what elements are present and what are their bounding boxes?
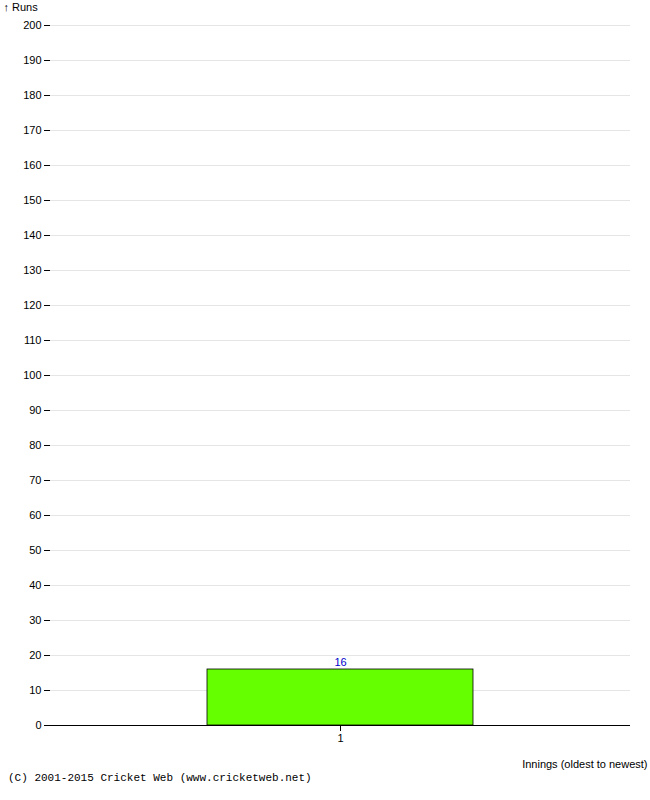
svg-text:16: 16	[334, 656, 346, 668]
html-text:(C) 2001-2015 Cricket Web (www: (C) 2001-2015 Cricket Web (www.cricketwe…	[8, 772, 312, 784]
svg-text:60: 60	[29, 509, 41, 521]
svg-text:20: 20	[29, 649, 41, 661]
svg-text:130: 130	[23, 264, 41, 276]
svg-text:40: 40	[29, 579, 41, 591]
svg-text:↑ Runs: ↑ Runs	[4, 1, 39, 13]
svg-text:90: 90	[29, 404, 41, 416]
svg-text:80: 80	[29, 439, 41, 451]
svg-text:10: 10	[29, 684, 41, 696]
svg-text:0: 0	[35, 719, 41, 731]
svg-text:30: 30	[29, 614, 41, 626]
svg-text:200: 200	[23, 19, 41, 31]
svg-text:150: 150	[23, 194, 41, 206]
svg-text:120: 120	[23, 299, 41, 311]
svg-text:140: 140	[23, 229, 41, 241]
svg-text:160: 160	[23, 159, 41, 171]
svg-text:100: 100	[23, 369, 41, 381]
svg-text:1: 1	[337, 732, 343, 744]
svg-text:110: 110	[24, 334, 42, 346]
svg-text:180: 180	[23, 89, 41, 101]
svg-text:170: 170	[23, 124, 41, 136]
svg-text:50: 50	[29, 544, 41, 556]
svg-text:190: 190	[23, 54, 41, 66]
svg-text:Innings (oldest to newest): Innings (oldest to newest)	[522, 758, 647, 770]
svg-text:70: 70	[29, 474, 41, 486]
